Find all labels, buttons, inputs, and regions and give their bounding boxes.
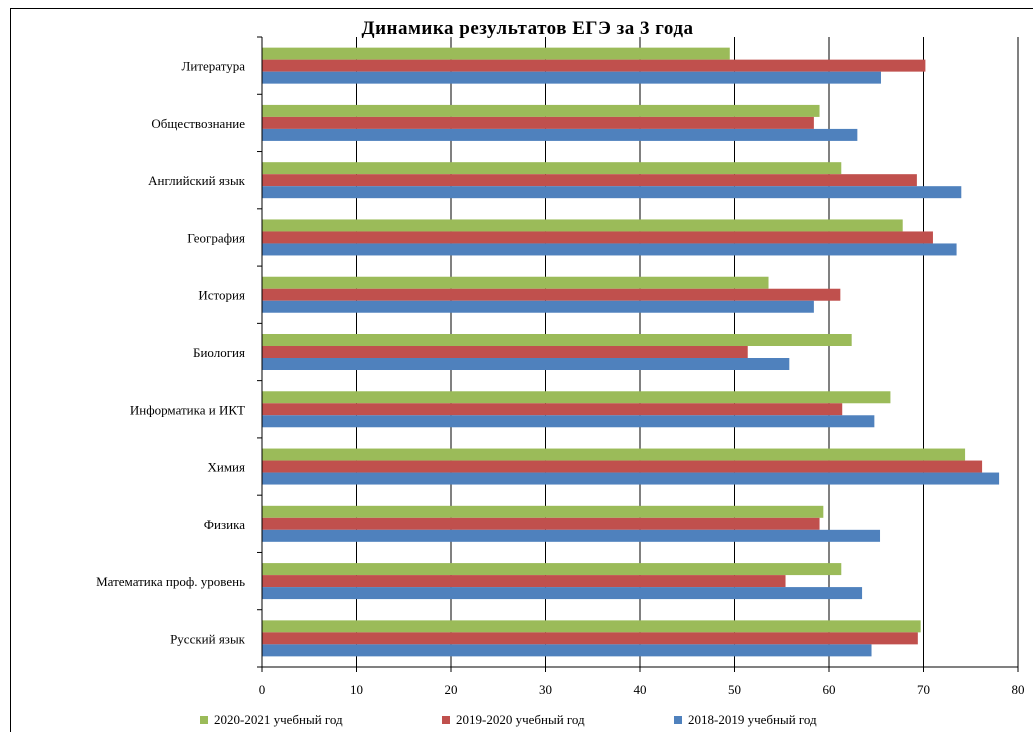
bar-7-2	[262, 472, 1000, 485]
bar-3-2	[262, 243, 957, 256]
bar-10-0	[262, 620, 921, 633]
bar-6-2	[262, 415, 875, 428]
legend-swatch-2019-2020	[442, 716, 450, 724]
category-label: Информатика и ИКТ	[130, 402, 245, 417]
x-tick-label-80: 80	[1012, 682, 1025, 697]
x-tick-label-10: 10	[350, 682, 363, 697]
legend-item-2018-2019: 2018-2019 учебный год	[674, 712, 817, 728]
x-tick-label-30: 30	[539, 682, 552, 697]
category-label: Обществознание	[151, 116, 245, 131]
bar-3-1	[262, 231, 933, 244]
bar-4-0	[262, 276, 769, 289]
x-tick-label-70: 70	[917, 682, 930, 697]
legend-item-2020-2021: 2020-2021 учебный год	[200, 712, 343, 728]
chart-frame	[10, 8, 1033, 732]
category-label: Биология	[193, 345, 245, 360]
bar-0-0	[262, 47, 730, 60]
category-label: География	[187, 230, 245, 245]
category-label: Русский язык	[170, 631, 246, 646]
category-label: Математика проф. уровень	[96, 574, 245, 589]
bar-6-0	[262, 391, 891, 404]
bar-0-2	[262, 71, 881, 84]
bar-3-0	[262, 219, 903, 232]
category-label: Литература	[182, 59, 246, 74]
bar-6-1	[262, 403, 843, 416]
x-tick-label-0: 0	[259, 682, 266, 697]
x-tick-label-50: 50	[728, 682, 741, 697]
legend-swatch-2018-2019	[674, 716, 682, 724]
bar-0-1	[262, 59, 926, 72]
legend-swatch-2020-2021	[200, 716, 208, 724]
category-label: Химия	[207, 460, 245, 475]
bar-8-2	[262, 529, 881, 542]
x-tick-label-20: 20	[445, 682, 458, 697]
legend-label-2018-2019: 2018-2019 учебный год	[688, 712, 817, 727]
chart-title: Динамика результатов ЕГЭ за 3 года	[361, 18, 694, 39]
legend-label-2020-2021: 2020-2021 учебный год	[214, 712, 343, 727]
legend-label-2019-2020: 2019-2020 учебный год	[456, 712, 585, 727]
legend: 2020-2021 учебный год 2019-2020 учебный …	[0, 712, 1035, 732]
bar-7-0	[262, 448, 966, 461]
bar-8-1	[262, 517, 820, 530]
bar-5-1	[262, 346, 748, 358]
bar-5-2	[262, 358, 790, 370]
bar-2-0	[262, 162, 842, 175]
bar-4-1	[262, 288, 841, 301]
bar-9-2	[262, 587, 863, 600]
bar-1-1	[262, 116, 814, 129]
bar-1-2	[262, 128, 858, 141]
bar-9-1	[262, 575, 786, 588]
x-tick-label-60: 60	[823, 682, 836, 697]
bar-2-1	[262, 174, 917, 187]
bar-8-0	[262, 505, 824, 518]
bar-10-2	[262, 644, 872, 657]
bar-5-0	[262, 334, 852, 346]
bar-10-1	[262, 632, 918, 645]
category-label: Английский язык	[148, 173, 246, 188]
x-tick-label-40: 40	[634, 682, 647, 697]
category-label: История	[198, 288, 245, 303]
bar-9-0	[262, 563, 842, 576]
category-label: Физика	[204, 517, 245, 532]
bar-1-0	[262, 104, 820, 117]
bar-4-2	[262, 300, 814, 313]
bar-7-1	[262, 460, 983, 473]
bar-2-2	[262, 186, 962, 199]
legend-item-2019-2020: 2019-2020 учебный год	[442, 712, 585, 728]
